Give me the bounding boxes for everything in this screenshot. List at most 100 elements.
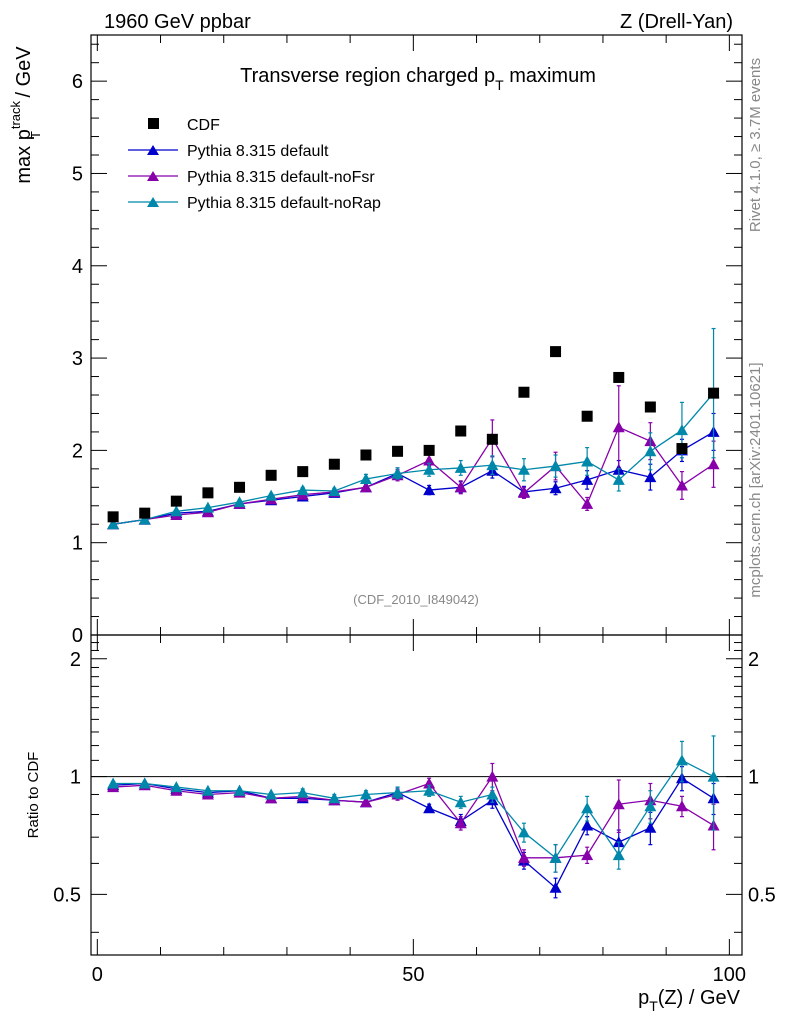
plot-title: Transverse region charged pT maximum <box>240 65 596 93</box>
ratio-point-norap <box>328 792 341 804</box>
legend-label-cdf: CDF <box>187 117 220 134</box>
data-point-cdf <box>297 466 309 478</box>
ratio-point-norap <box>675 754 688 766</box>
ratio-point-norap <box>170 781 183 793</box>
data-point-norap <box>328 485 341 496</box>
series-line-nofsr <box>113 426 714 525</box>
y-tick-label: 4 <box>72 256 83 278</box>
data-point-nofsr <box>423 454 436 466</box>
ratio-point-nofsr <box>612 798 625 810</box>
series-norap <box>107 327 720 873</box>
data-point-cdf <box>455 425 467 437</box>
data-point-norap <box>359 473 372 484</box>
legend-marker-cdf <box>148 118 159 129</box>
data-point-norap <box>265 489 278 501</box>
legend-label-default: Pythia 8.315 default <box>187 143 329 160</box>
data-point-cdf <box>392 445 404 457</box>
data-point-nofsr <box>517 486 530 498</box>
data-point-cdf <box>107 511 119 523</box>
data-point-nofsr <box>581 497 594 509</box>
data-point-norap <box>675 424 688 436</box>
data-point-cdf <box>518 386 530 398</box>
ratio-point-default <box>423 802 436 814</box>
data-point-norap <box>612 473 625 485</box>
ratio-point-norap <box>581 802 594 814</box>
energy-label: 1960 GeV ppbar <box>104 11 251 33</box>
ratio-point-norap <box>265 788 278 800</box>
ratio-point-nofsr <box>454 817 467 829</box>
data-point-nofsr <box>359 481 372 493</box>
process-label: Z (Drell-Yan) <box>620 11 733 33</box>
ratio-point-norap <box>391 786 404 798</box>
data-point-nofsr <box>612 421 625 433</box>
data-point-cdf <box>328 458 340 470</box>
data-point-norap <box>296 484 309 496</box>
data-point-cdf <box>581 410 593 422</box>
data-point-default <box>549 482 562 494</box>
ratio-point-norap <box>107 777 120 789</box>
y-tick-label: 0 <box>72 625 83 647</box>
ratio-point-nofsr <box>675 800 688 812</box>
data-point-norap <box>517 463 530 475</box>
ratio-point-default <box>549 881 562 893</box>
legend: CDF Pythia 8.315 default Pythia 8.315 de… <box>128 117 381 212</box>
ratio-point-norap <box>612 849 625 861</box>
ratio-point-default <box>644 821 657 833</box>
ratio-axis-label: Ratio to CDF <box>25 752 42 839</box>
data-point-cdf <box>644 401 656 413</box>
data-point-norap <box>423 463 436 475</box>
series-line-norap <box>113 392 715 525</box>
ratio-plot-frame <box>90 634 743 956</box>
y-tick-label: 3 <box>72 348 83 370</box>
ratio-tick-label-right: 2 <box>748 649 759 671</box>
data-point-norap <box>107 518 120 530</box>
ratio-point-norap <box>359 788 372 800</box>
data-point-norap <box>486 459 499 471</box>
x-tick-label: 100 <box>713 964 746 986</box>
ratio-point-norap <box>454 796 467 808</box>
data-point-nofsr <box>454 481 467 493</box>
y-tick-label: 2 <box>72 440 83 462</box>
legend-label-nofsr: Pythia 8.315 default-noFsr <box>187 169 375 186</box>
data-point-cdf <box>486 433 498 445</box>
ratio-point-norap <box>486 788 499 800</box>
ratio-point-norap <box>233 784 246 796</box>
ratio-point-nofsr <box>581 849 594 861</box>
data-point-cdf <box>170 495 182 507</box>
series-line-default <box>113 431 714 525</box>
data-point-cdf <box>423 444 435 456</box>
x-tick-label: 0 <box>92 964 103 986</box>
analysis-id: (CDF_2010_I849042) <box>353 592 479 607</box>
data-point-default <box>644 471 657 483</box>
ratio-point-norap <box>296 786 309 798</box>
x-tick-label: 50 <box>402 964 424 986</box>
data-point-norap <box>138 513 151 525</box>
data-point-norap <box>170 505 183 517</box>
ratio-point-norap <box>201 784 214 796</box>
ratio-point-norap <box>644 800 657 812</box>
data-point-norap <box>391 467 404 479</box>
x-axis-label: pT(Z) / GeV <box>638 987 741 1014</box>
ratio-point-norap <box>549 851 562 863</box>
ratio-point-nofsr <box>423 777 436 789</box>
data-point-cdf <box>360 449 372 461</box>
ratio-point-norap <box>423 784 436 796</box>
data-point-default <box>581 473 594 485</box>
legend-marker-norap <box>147 197 159 207</box>
ratio-point-default <box>581 819 594 831</box>
data-point-norap <box>581 455 594 467</box>
data-point-norap <box>454 461 467 473</box>
ratio-point-norap <box>138 777 151 789</box>
data-point-norap <box>201 501 214 513</box>
data-point-cdf <box>676 443 688 455</box>
data-point-cdf <box>234 481 246 493</box>
ratio-line-norap <box>113 759 714 859</box>
rivet-label: Rivet 4.1.0, ≥ 3.7M events <box>747 58 764 232</box>
legend-marker-default <box>147 145 159 155</box>
ratio-point-nofsr <box>486 770 499 782</box>
marks-layer <box>107 327 720 899</box>
ratio-point-norap <box>707 770 720 782</box>
ratio-tick-label-left: 1 <box>70 767 81 789</box>
y-tick-label: 6 <box>72 71 83 93</box>
